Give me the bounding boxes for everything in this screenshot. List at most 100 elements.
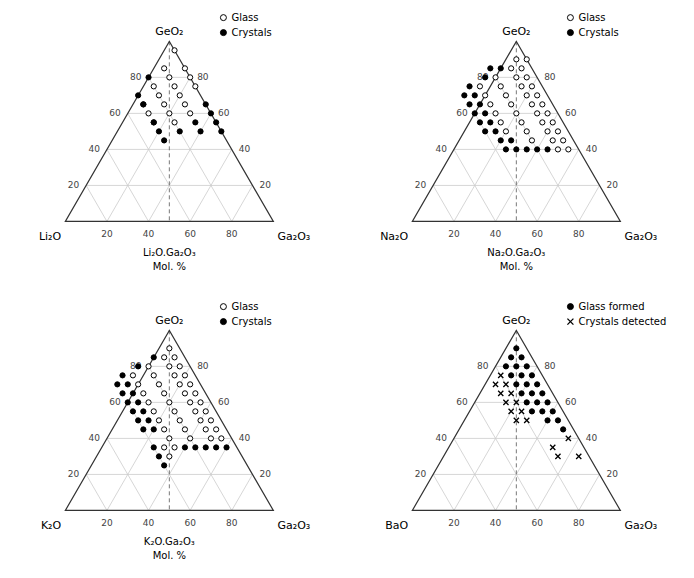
data-point bbox=[524, 147, 529, 152]
data-point bbox=[519, 355, 524, 360]
grid-line bbox=[496, 402, 558, 510]
data-point bbox=[550, 445, 555, 450]
data-point bbox=[151, 427, 156, 432]
tick-label: 20 bbox=[607, 180, 619, 190]
data-point bbox=[198, 400, 203, 405]
grid-line bbox=[475, 402, 537, 510]
legend-label: Glass bbox=[231, 301, 258, 312]
data-point bbox=[509, 355, 514, 360]
data-point bbox=[162, 427, 167, 432]
data-point bbox=[136, 418, 141, 423]
legend-label: Crystals bbox=[231, 316, 271, 327]
tick-label: 40 bbox=[490, 229, 502, 239]
corner-label: Ga₂O₃ bbox=[625, 230, 658, 243]
tick-label: 80 bbox=[226, 229, 238, 239]
data-point bbox=[498, 120, 503, 125]
data-point bbox=[514, 400, 519, 405]
grid-line bbox=[232, 185, 253, 221]
data-point bbox=[203, 102, 208, 107]
data-point bbox=[509, 102, 514, 107]
data-point bbox=[177, 129, 182, 134]
data-point bbox=[529, 409, 534, 414]
data-point bbox=[182, 373, 187, 378]
data-point bbox=[167, 346, 172, 351]
data-point bbox=[214, 120, 219, 125]
data-point bbox=[524, 93, 529, 98]
data-point bbox=[151, 120, 156, 125]
data-point bbox=[141, 409, 146, 414]
legend-marker bbox=[220, 304, 226, 310]
data-point bbox=[177, 93, 182, 98]
data-point bbox=[545, 111, 550, 116]
tick-label: 40 bbox=[490, 518, 502, 528]
marks bbox=[493, 346, 581, 459]
data-point bbox=[472, 111, 477, 116]
tick-label: 20 bbox=[68, 180, 80, 190]
data-point bbox=[467, 102, 472, 107]
data-point bbox=[125, 400, 130, 405]
join-line bbox=[169, 41, 170, 221]
data-point bbox=[130, 409, 135, 414]
data-point bbox=[162, 66, 167, 71]
axis-label: Mol. % bbox=[153, 550, 186, 561]
data-point bbox=[503, 400, 508, 405]
corner-label: Ga₂O₃ bbox=[278, 519, 311, 532]
data-point bbox=[472, 93, 477, 98]
data-point bbox=[514, 111, 519, 116]
data-point bbox=[146, 400, 151, 405]
data-point bbox=[493, 129, 498, 134]
ternary-panel: 202040406060808020406080K₂OGa₂O₃GeO₂K₂O.… bbox=[41, 301, 310, 561]
data-point bbox=[519, 120, 524, 125]
data-point bbox=[555, 454, 560, 459]
legend-marker bbox=[567, 319, 573, 325]
data-point bbox=[503, 93, 508, 98]
tick-label: 20 bbox=[68, 469, 80, 479]
tick-label: 80 bbox=[477, 72, 489, 82]
data-point bbox=[115, 382, 120, 387]
tick-label: 20 bbox=[260, 180, 272, 190]
axis-label: Li₂O.Ga₂O₃ bbox=[143, 247, 196, 258]
grid-line bbox=[496, 113, 558, 221]
data-point bbox=[214, 427, 219, 432]
tick-label: 60 bbox=[109, 108, 121, 118]
legend: Glass formedCrystals detected bbox=[567, 301, 666, 327]
data-point bbox=[136, 382, 141, 387]
tick-label: 80 bbox=[130, 72, 142, 82]
grid-line bbox=[128, 402, 190, 510]
data-point bbox=[493, 111, 498, 116]
data-point bbox=[488, 102, 493, 107]
grid-line bbox=[496, 77, 579, 221]
data-point bbox=[203, 445, 208, 450]
tick-label: 60 bbox=[109, 397, 121, 407]
tick-label: 80 bbox=[573, 229, 585, 239]
tick-label: 60 bbox=[456, 108, 468, 118]
data-point bbox=[167, 400, 172, 405]
axis-label: Mol. % bbox=[153, 261, 186, 272]
data-point bbox=[524, 129, 529, 134]
data-point bbox=[561, 427, 566, 432]
axis-label: Na₂O.Ga₂O₃ bbox=[487, 247, 545, 258]
data-point bbox=[193, 409, 198, 414]
data-point bbox=[566, 436, 571, 441]
join-line bbox=[516, 41, 517, 221]
data-point bbox=[177, 364, 182, 369]
tick-label: 20 bbox=[607, 469, 619, 479]
data-point bbox=[172, 84, 177, 89]
data-point bbox=[136, 364, 141, 369]
data-point bbox=[540, 102, 545, 107]
data-point bbox=[550, 409, 555, 414]
data-point bbox=[208, 418, 213, 423]
data-point bbox=[151, 84, 156, 89]
ternary-panel: 202040406060808020406080BaOGa₂O₃GeO₂Glas… bbox=[385, 301, 666, 532]
legend-label: Glass bbox=[231, 12, 258, 23]
data-point bbox=[188, 382, 193, 387]
grid-line bbox=[86, 185, 107, 221]
data-point bbox=[141, 391, 146, 396]
data-point bbox=[467, 84, 472, 89]
background bbox=[0, 0, 694, 578]
data-point bbox=[177, 418, 182, 423]
tick-label: 40 bbox=[435, 433, 447, 443]
data-point bbox=[498, 84, 503, 89]
legend: GlassCrystals bbox=[567, 12, 618, 38]
data-point bbox=[172, 445, 177, 450]
